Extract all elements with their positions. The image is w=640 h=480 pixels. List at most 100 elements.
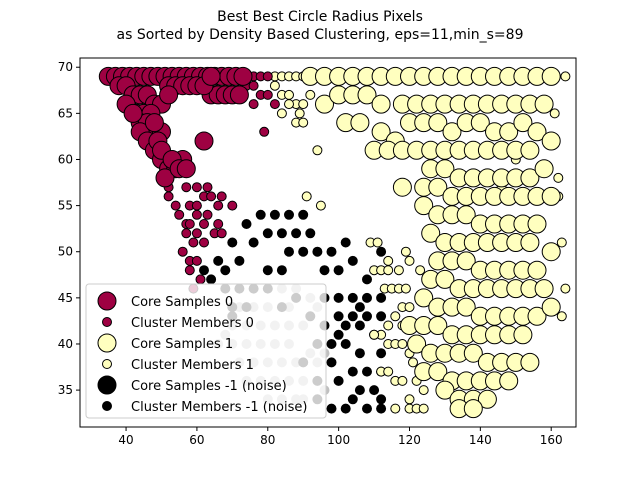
point-series-1-39 — [213, 219, 224, 229]
point-series-1-7 — [262, 89, 273, 100]
point-series-5-66 — [340, 403, 351, 414]
point-series-2-22 — [371, 94, 391, 114]
point-series-2-21 — [357, 85, 377, 105]
point-series-1-32 — [191, 255, 202, 266]
point-series-1-20 — [227, 200, 238, 211]
point-series-1-21 — [174, 209, 185, 220]
point-series-5-64 — [362, 403, 372, 414]
point-series-3-15 — [294, 108, 305, 119]
point-series-5-50 — [340, 339, 351, 349]
point-series-2-61 — [435, 159, 455, 179]
y-tick-label-0: 35 — [58, 383, 73, 397]
point-series-1-17 — [206, 191, 217, 202]
point-series-5-61 — [369, 385, 380, 396]
point-series-1-23 — [191, 209, 202, 220]
point-series-3-11 — [284, 99, 294, 110]
point-series-5-21 — [333, 265, 344, 276]
legend-marker-2 — [97, 333, 117, 353]
legend-label-4: Core Samples -1 (noise) — [131, 379, 287, 394]
point-series-5-56 — [362, 366, 372, 377]
point-series-0-31 — [229, 85, 249, 105]
point-series-5-31 — [333, 292, 344, 303]
y-tick-label-2: 45 — [58, 291, 73, 305]
point-series-2-147 — [435, 380, 455, 400]
point-series-2-67 — [520, 168, 540, 188]
point-series-3-5 — [269, 80, 280, 91]
point-series-2-152 — [463, 399, 483, 419]
point-series-2-112 — [534, 279, 554, 299]
point-series-5-70 — [354, 302, 365, 313]
point-series-3-27 — [400, 283, 411, 294]
point-series-3-42 — [408, 357, 418, 368]
point-series-2-153 — [541, 131, 561, 151]
point-series-3-51 — [556, 311, 567, 322]
point-series-2-146 — [499, 371, 519, 391]
point-series-2-155 — [541, 242, 561, 262]
point-series-3-47 — [418, 403, 429, 414]
point-series-3-9 — [298, 99, 309, 110]
point-series-2-116 — [456, 297, 476, 317]
point-series-3-50 — [560, 283, 571, 294]
point-series-1-15 — [191, 200, 202, 211]
point-series-3-36 — [397, 339, 408, 349]
point-series-1-5 — [248, 80, 259, 91]
point-series-3-52 — [556, 237, 567, 248]
y-tick-label-4: 55 — [58, 199, 73, 213]
point-series-1-3 — [262, 71, 273, 82]
point-series-3-29 — [404, 302, 415, 313]
legend-label-1: Cluster Members 0 — [131, 316, 254, 331]
point-series-5-42 — [376, 311, 387, 322]
point-series-3-14 — [305, 89, 316, 100]
point-series-2-40 — [428, 113, 448, 133]
point-series-1-13 — [202, 182, 213, 193]
point-series-3-16 — [312, 145, 323, 156]
point-series-3-30 — [390, 311, 401, 322]
point-series-3-60 — [393, 265, 404, 276]
point-series-1-19 — [213, 200, 224, 211]
y-tick-label-7: 70 — [58, 60, 73, 74]
x-tick-label-3: 100 — [327, 433, 350, 447]
point-series-5-54 — [326, 357, 337, 368]
legend-label-0: Core Samples 0 — [131, 295, 233, 310]
point-series-1-11 — [181, 182, 192, 193]
point-series-3-18 — [315, 200, 326, 211]
point-series-5-16 — [213, 255, 224, 266]
point-series-2-17 — [541, 66, 561, 86]
point-series-2-113 — [414, 288, 434, 308]
point-series-3-64 — [369, 329, 380, 340]
point-series-5-71 — [362, 274, 372, 285]
point-series-2-141 — [428, 362, 448, 382]
point-series-5-41 — [362, 311, 372, 322]
point-series-5-55 — [347, 366, 358, 377]
point-series-3-23 — [383, 265, 394, 276]
legend-box — [85, 283, 327, 419]
point-series-0-51 — [144, 113, 164, 133]
y-axis: 35 40 45 50 55 60 65 70 — [58, 60, 80, 397]
point-series-5-34 — [376, 292, 387, 303]
point-series-5-9 — [227, 237, 238, 248]
point-series-1-28 — [188, 237, 199, 248]
point-series-2-18 — [315, 94, 334, 114]
point-series-3-59 — [383, 255, 394, 266]
point-series-0-19 — [233, 66, 253, 86]
point-series-3-48 — [418, 385, 429, 396]
point-series-2-59 — [520, 140, 540, 160]
point-series-5-51 — [354, 348, 365, 359]
point-series-5-52 — [376, 348, 387, 359]
legend-label-2: Core Samples 1 — [131, 337, 233, 352]
point-series-1-38 — [184, 219, 195, 229]
y-tick-label-1: 40 — [58, 337, 73, 351]
point-series-5-7 — [291, 228, 302, 239]
point-series-5-5 — [262, 228, 273, 239]
y-tick-label-3: 50 — [58, 245, 73, 259]
point-series-3-44 — [390, 403, 401, 414]
plot-frame — [79, 57, 577, 428]
legend-marker-1 — [102, 317, 112, 327]
point-series-1-10 — [248, 99, 259, 110]
point-series-2-135 — [463, 343, 483, 363]
point-series-2-87 — [527, 214, 547, 234]
point-series-2-43 — [470, 113, 490, 133]
legend-marker-4 — [97, 375, 117, 395]
x-tick-label-2: 80 — [260, 433, 275, 447]
